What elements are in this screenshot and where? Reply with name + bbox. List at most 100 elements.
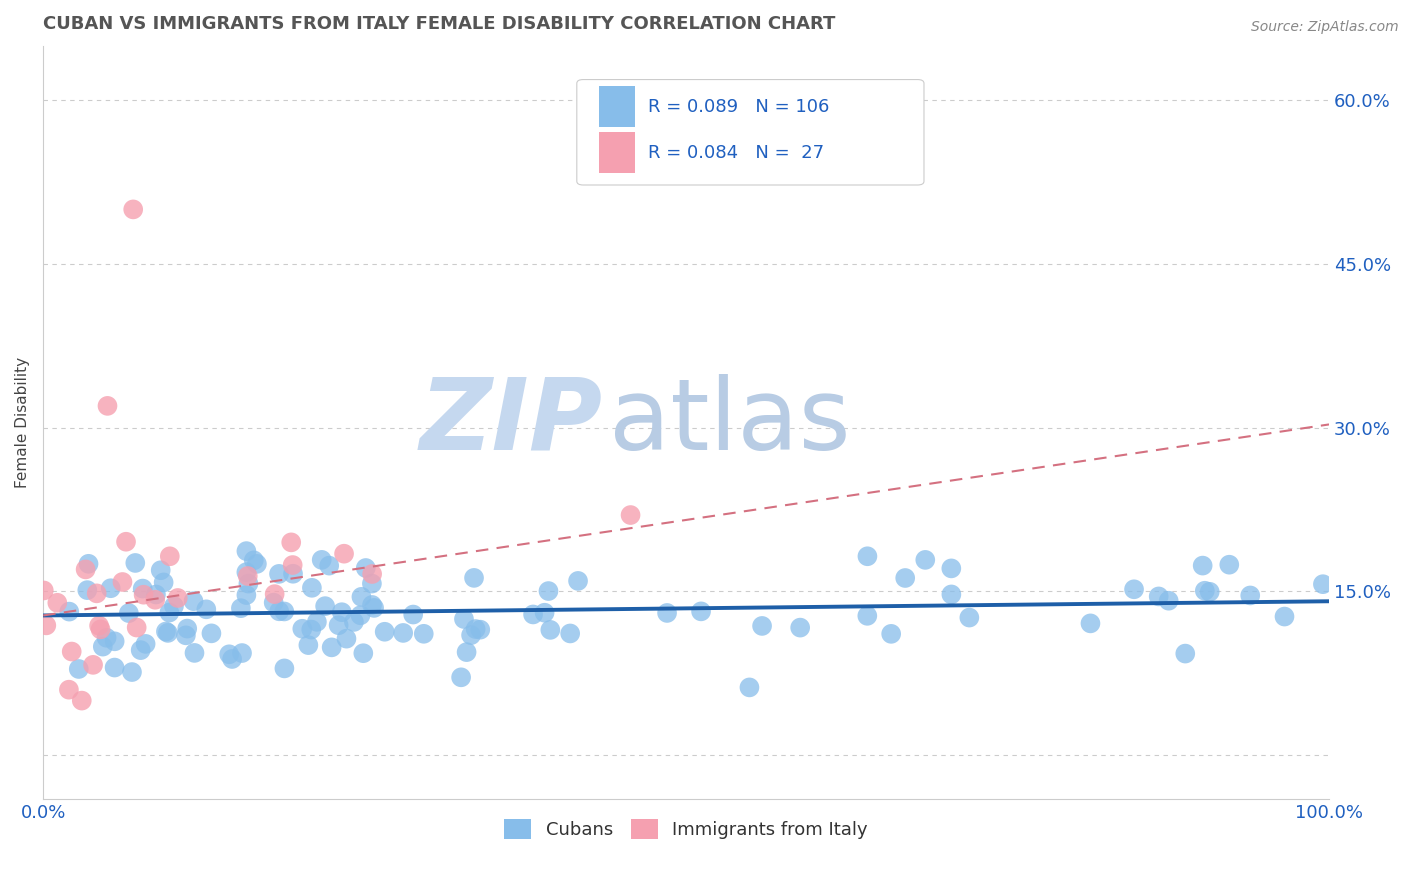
Point (124, 556, 146, 570)
Point (221, 652, 243, 666)
Point (103, 660, 125, 674)
Point (655, 606, 678, 620)
Point (195, 602, 218, 616)
Text: ZIP: ZIP (419, 374, 603, 471)
Point (236, 569, 259, 583)
Point (567, 574, 589, 588)
Point (96, 631, 118, 645)
Point (77, 557, 100, 571)
Text: Source: ZipAtlas.com: Source: ZipAtlas.com (1251, 20, 1399, 34)
Point (183, 594, 205, 608)
Bar (599, 132, 634, 173)
Point (941, 561, 963, 575)
Point (118, 606, 141, 620)
Point (1157, 593, 1180, 607)
Point (145, 587, 167, 601)
Text: R = 0.089   N = 106: R = 0.089 N = 106 (648, 97, 830, 116)
Point (361, 576, 384, 591)
Point (297, 638, 319, 652)
Point (135, 637, 157, 651)
Point (121, 665, 143, 679)
Point (1123, 582, 1146, 597)
Point (1174, 647, 1197, 661)
Point (690, 604, 713, 618)
Point (464, 622, 486, 636)
Point (412, 627, 434, 641)
Point (1080, 616, 1102, 631)
Point (363, 600, 385, 615)
Point (273, 604, 295, 618)
Point (86, 586, 108, 600)
Point (125, 621, 148, 635)
FancyBboxPatch shape (576, 79, 924, 185)
Point (155, 624, 177, 639)
Point (460, 628, 482, 642)
Point (143, 592, 166, 607)
Point (280, 535, 302, 549)
Point (789, 621, 811, 635)
Point (231, 646, 253, 660)
Point (522, 607, 544, 622)
Point (894, 571, 917, 585)
Point (281, 566, 304, 581)
Point (1198, 584, 1220, 599)
Legend: Cubans, Immigrants from Italy: Cubans, Immigrants from Italy (496, 812, 876, 847)
Point (156, 626, 179, 640)
Point (299, 623, 322, 637)
Point (1218, 558, 1240, 572)
Point (122, 202, 145, 217)
Point (402, 607, 425, 622)
Point (349, 608, 371, 623)
Point (880, 627, 903, 641)
Point (152, 575, 174, 590)
Point (1191, 558, 1213, 573)
Text: atlas: atlas (609, 374, 851, 471)
Point (115, 534, 138, 549)
Point (392, 626, 415, 640)
Point (87, 618, 110, 632)
Point (82, 657, 104, 672)
Point (350, 590, 373, 604)
Point (163, 599, 186, 613)
Point (176, 622, 198, 636)
Point (243, 553, 266, 567)
Y-axis label: Female Disability: Female Disability (15, 357, 30, 488)
Point (941, 587, 963, 601)
Point (333, 547, 356, 561)
Point (238, 576, 260, 591)
Point (560, 626, 582, 640)
Text: CUBAN VS IMMIGRANTS FROM ITALY FEMALE DISABILITY CORRELATION CHART: CUBAN VS IMMIGRANTS FROM ITALY FEMALE DI… (44, 15, 835, 33)
Point (157, 606, 180, 620)
Point (229, 601, 252, 615)
Point (174, 628, 197, 642)
Point (96, 399, 118, 413)
Point (856, 608, 879, 623)
Point (75, 562, 97, 576)
Point (450, 670, 472, 684)
Point (200, 626, 222, 640)
Point (314, 599, 336, 614)
Point (263, 587, 285, 601)
Point (453, 612, 475, 626)
Point (267, 566, 290, 581)
Point (91, 640, 114, 654)
Point (129, 643, 152, 657)
Point (159, 549, 181, 564)
Point (1239, 589, 1261, 603)
Point (1194, 583, 1216, 598)
Point (263, 596, 285, 610)
Point (751, 619, 773, 633)
Point (361, 566, 384, 581)
Point (354, 561, 377, 575)
Point (619, 508, 641, 522)
Point (246, 557, 269, 571)
Point (343, 615, 366, 629)
Point (374, 624, 396, 639)
Point (533, 606, 555, 620)
Point (738, 681, 761, 695)
Point (856, 549, 879, 564)
Point (318, 558, 340, 573)
Point (235, 565, 257, 579)
Point (470, 623, 492, 637)
Point (32, 583, 55, 598)
